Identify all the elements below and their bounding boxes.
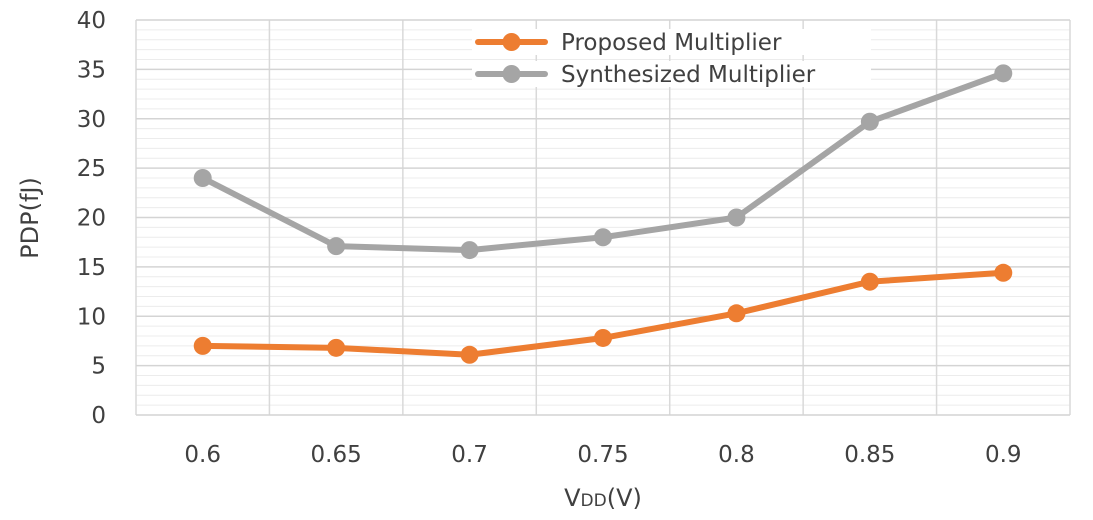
data-point xyxy=(994,64,1013,83)
data-point xyxy=(860,272,879,291)
y-tick-label: 35 xyxy=(77,57,106,83)
data-point xyxy=(727,304,746,323)
x-tick-label: 0.75 xyxy=(577,442,628,468)
data-point xyxy=(327,237,346,256)
legend-swatch-marker xyxy=(502,65,521,83)
data-point xyxy=(994,263,1013,282)
y-tick-label: 5 xyxy=(91,354,106,380)
legend-swatch-marker xyxy=(502,33,521,51)
series-line-2 xyxy=(199,70,1007,254)
data-point xyxy=(193,336,212,355)
data-point xyxy=(860,112,879,131)
data-point xyxy=(727,208,746,227)
y-tick-label: 40 xyxy=(77,8,106,34)
x-tick-label: 0.8 xyxy=(718,442,755,468)
legend-label: Synthesized Multiplier xyxy=(561,62,816,88)
data-point xyxy=(460,241,479,260)
x-axis-title-main: V xyxy=(564,484,581,512)
x-axis-title: VDD(V) xyxy=(564,484,642,512)
x-tick-label: 0.6 xyxy=(184,442,221,468)
y-axis-tick-labels: 0 5 10 15 20 25 30 35 40 xyxy=(77,8,106,429)
y-tick-label: 25 xyxy=(77,156,106,182)
legend: Proposed Multiplier Synthesized Multiplie… xyxy=(472,29,871,88)
x-tick-label: 0.7 xyxy=(451,442,488,468)
data-point xyxy=(594,228,612,247)
x-tick-label: 0.65 xyxy=(311,442,362,468)
x-tick-label: 0.9 xyxy=(985,442,1022,468)
y-tick-label: 20 xyxy=(77,206,106,232)
data-point xyxy=(327,338,346,357)
y-tick-label: 0 xyxy=(91,403,106,429)
x-tick-label: 0.85 xyxy=(844,442,895,468)
y-axis-title: PDP(fJ) xyxy=(16,177,44,259)
data-point xyxy=(460,345,479,364)
series-layer xyxy=(193,64,1013,364)
x-axis-tick-labels: 0.6 0.65 0.7 0.75 0.8 0.85 0.9 xyxy=(184,442,1021,468)
data-point xyxy=(594,328,612,347)
x-axis-title-subscript: DD xyxy=(581,491,607,511)
y-tick-label: 15 xyxy=(77,255,106,281)
data-point xyxy=(193,169,212,187)
legend-label: Proposed Multiplier xyxy=(561,30,782,56)
y-tick-label: 30 xyxy=(77,107,106,133)
y-tick-label: 10 xyxy=(77,304,106,330)
x-axis-title-suffix: (V) xyxy=(607,484,642,512)
